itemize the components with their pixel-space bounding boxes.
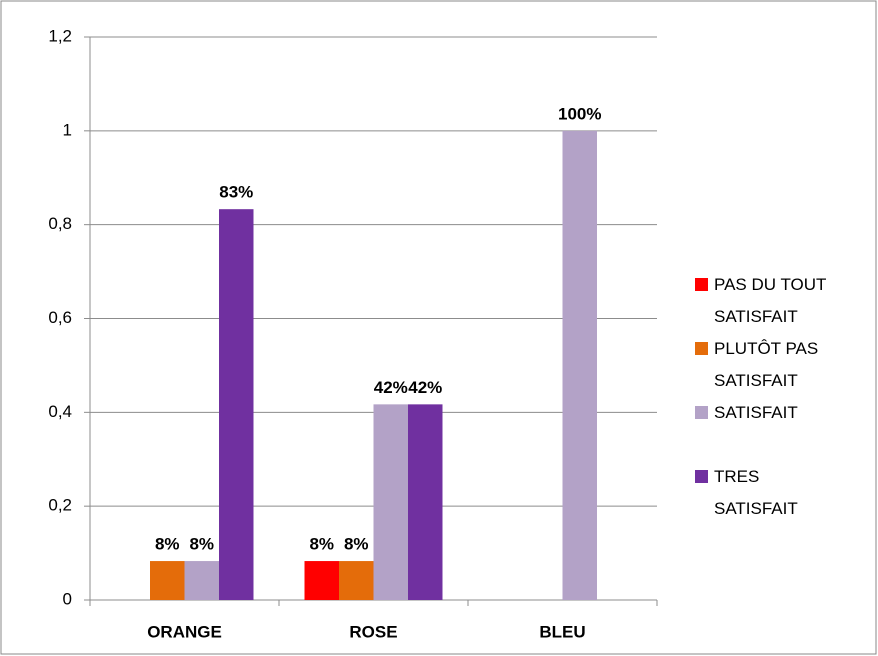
legend-swatch [695,406,708,419]
y-tick-label: 1 [63,120,72,139]
y-tick-label: 0 [63,589,72,608]
legend-label: TRES SATISFAIT [714,467,798,518]
legend-item: TRES SATISFAIT [695,461,836,525]
x-tick-label: ORANGE [147,622,222,641]
legend-label: PLUTÔT PAS SATISFAIT [714,339,819,390]
data-label: 8% [155,535,180,554]
bar [408,404,443,600]
legend-item: SATISFAIT [695,397,836,429]
y-tick-label: 0,6 [48,308,72,327]
y-tick-label: 0,2 [48,496,72,515]
bar [219,209,254,600]
legend-item: PAS DU TOUT SATISFAIT [695,269,836,333]
data-label: 42% [408,378,442,397]
legend-label: PAS DU TOUT SATISFAIT [714,275,827,326]
legend-swatch [695,278,708,291]
data-label: 8% [344,535,369,554]
y-tick-label: 0,8 [48,214,72,233]
y-tick-label: 1,2 [48,26,72,45]
data-label: 42% [374,378,408,397]
legend-swatch [695,470,708,483]
bar [339,561,374,600]
bar [373,404,408,600]
y-tick-label: 0,4 [48,402,72,421]
bar [184,561,219,600]
legend-swatch [695,342,708,355]
legend-label: SATISFAIT [714,403,798,422]
legend-item: PLUTÔT PAS SATISFAIT [695,333,836,397]
data-label: 100% [558,104,601,123]
x-tick-label: BLEU [539,622,585,641]
x-tick-label: ROSE [349,622,397,641]
data-label: 8% [309,535,334,554]
bar [150,561,185,600]
data-label: 83% [219,183,253,202]
data-label: 8% [189,535,214,554]
bar [562,130,597,601]
bar [304,561,339,600]
